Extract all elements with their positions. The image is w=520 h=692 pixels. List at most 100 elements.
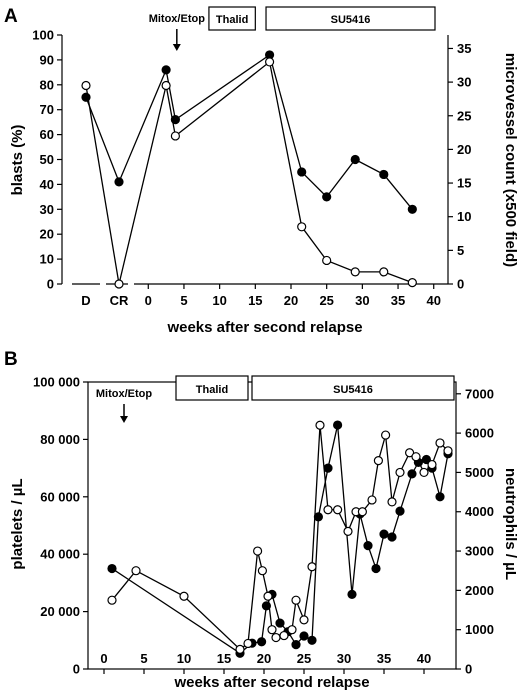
data-point (387, 497, 397, 507)
data-point (367, 495, 377, 505)
data-point (322, 192, 332, 202)
y-right-tick-label: 10 (457, 209, 471, 224)
x-tick-label: 5 (180, 293, 187, 308)
y-right-tick-label: 4000 (465, 504, 494, 519)
x-tick-label: 15 (248, 293, 262, 308)
x-tick-label: 5 (140, 651, 147, 666)
y-tick-label: 10 (40, 252, 54, 267)
data-point (107, 563, 117, 574)
data-point (379, 169, 389, 180)
data-point (405, 448, 415, 458)
y-tick-label: 100 (32, 28, 54, 43)
data-point (407, 204, 417, 214)
treatment-bar-label: Thalid (216, 14, 248, 26)
data-point (299, 615, 309, 625)
x-axis-title: weeks after second relapse (166, 319, 362, 336)
data-point (81, 80, 91, 91)
y-tick-label: 80 (40, 77, 54, 92)
y-right-tick-label: 1000 (465, 622, 494, 637)
mitox-etop-label: Mitox/Etop (96, 388, 152, 400)
y-right-tick-label: 5000 (465, 465, 494, 480)
y-tick-label: 50 (40, 152, 54, 167)
treatment-bar (208, 6, 256, 31)
x-tick-label: 25 (319, 293, 333, 308)
x-tick-label: 30 (355, 293, 369, 308)
x-tick-label: 20 (284, 293, 298, 308)
data-point (379, 529, 389, 539)
mitox-etop-label: Mitox/Etop (149, 13, 205, 25)
x-tick-label: 20 (257, 651, 271, 666)
data-point (322, 255, 332, 266)
treatment-bar-label: Thalid (196, 384, 228, 396)
y-tick-label: 80 000 (40, 432, 80, 447)
y-right-axis-title: neutrophils / µL (502, 468, 519, 580)
treatment-bar-label: SU5416 (331, 14, 371, 26)
y-tick-label: 90 (40, 52, 54, 67)
data-point (381, 430, 391, 440)
data-point (267, 625, 277, 635)
data-point (287, 625, 297, 635)
data-point (363, 540, 373, 551)
y-tick-label: 40 000 (40, 547, 80, 562)
panel-b: B 0 20 000 40 000 60 000 80 000 100 000 0 1000 20… (4, 349, 519, 691)
y-right-tick-label: 25 (457, 108, 471, 123)
data-point (271, 632, 281, 643)
data-point (307, 635, 317, 645)
x-category-label: CR (110, 293, 129, 308)
data-point (427, 459, 437, 470)
data-point (443, 446, 453, 456)
data-point (264, 57, 275, 67)
data-point (299, 631, 309, 641)
x-tick-label: 35 (391, 293, 405, 308)
y-right-tick-label: 15 (457, 176, 471, 191)
y-tick-label: 60 000 (40, 489, 80, 504)
panel-letter: B (4, 349, 18, 370)
data-point (407, 278, 417, 288)
data-point (263, 591, 273, 601)
y-axis-title: platelets / µL (9, 478, 26, 569)
data-point (275, 618, 285, 628)
data-point (307, 562, 317, 572)
panel-letter: A (4, 6, 18, 27)
data-point (114, 177, 124, 187)
data-point (343, 526, 353, 536)
y-tick-label: 0 (73, 662, 80, 677)
y-tick-label: 40 (40, 177, 54, 192)
y-tick-label: 20 (40, 227, 54, 242)
y-right-tick-label: 0 (457, 277, 464, 292)
y-right-tick-label: 7000 (465, 386, 494, 401)
data-point (279, 630, 289, 641)
x-tick-label: 40 (417, 651, 431, 666)
data-point (350, 154, 360, 165)
series-line (85, 53, 413, 210)
x-tick-label: 25 (297, 651, 311, 666)
treatment-bar-label: SU5416 (333, 384, 373, 396)
data-point (161, 65, 171, 75)
data-point (170, 131, 180, 141)
data-point (315, 420, 325, 430)
x-tick-label: 0 (145, 293, 152, 308)
data-point (347, 589, 357, 599)
y-tick-label: 20 000 (40, 604, 80, 619)
data-point (407, 469, 417, 479)
treatment-bar (265, 6, 436, 31)
data-point (379, 267, 389, 277)
data-point (179, 591, 189, 601)
data-point (357, 507, 367, 517)
data-point (333, 505, 343, 515)
x-tick-label: 0 (100, 651, 107, 666)
data-point (243, 638, 253, 649)
data-point (395, 506, 405, 516)
data-point (323, 463, 333, 473)
data-point (257, 566, 267, 576)
y-tick-label: 100 000 (33, 375, 80, 390)
y-right-tick-label: 20 (457, 142, 471, 157)
y-right-tick-label: 30 (457, 75, 471, 90)
series-line (85, 60, 413, 285)
series-line (111, 425, 449, 651)
x-tick-label: 15 (217, 651, 231, 666)
data-point (395, 467, 405, 478)
x-category-label: D (81, 293, 90, 308)
data-point (373, 456, 383, 466)
